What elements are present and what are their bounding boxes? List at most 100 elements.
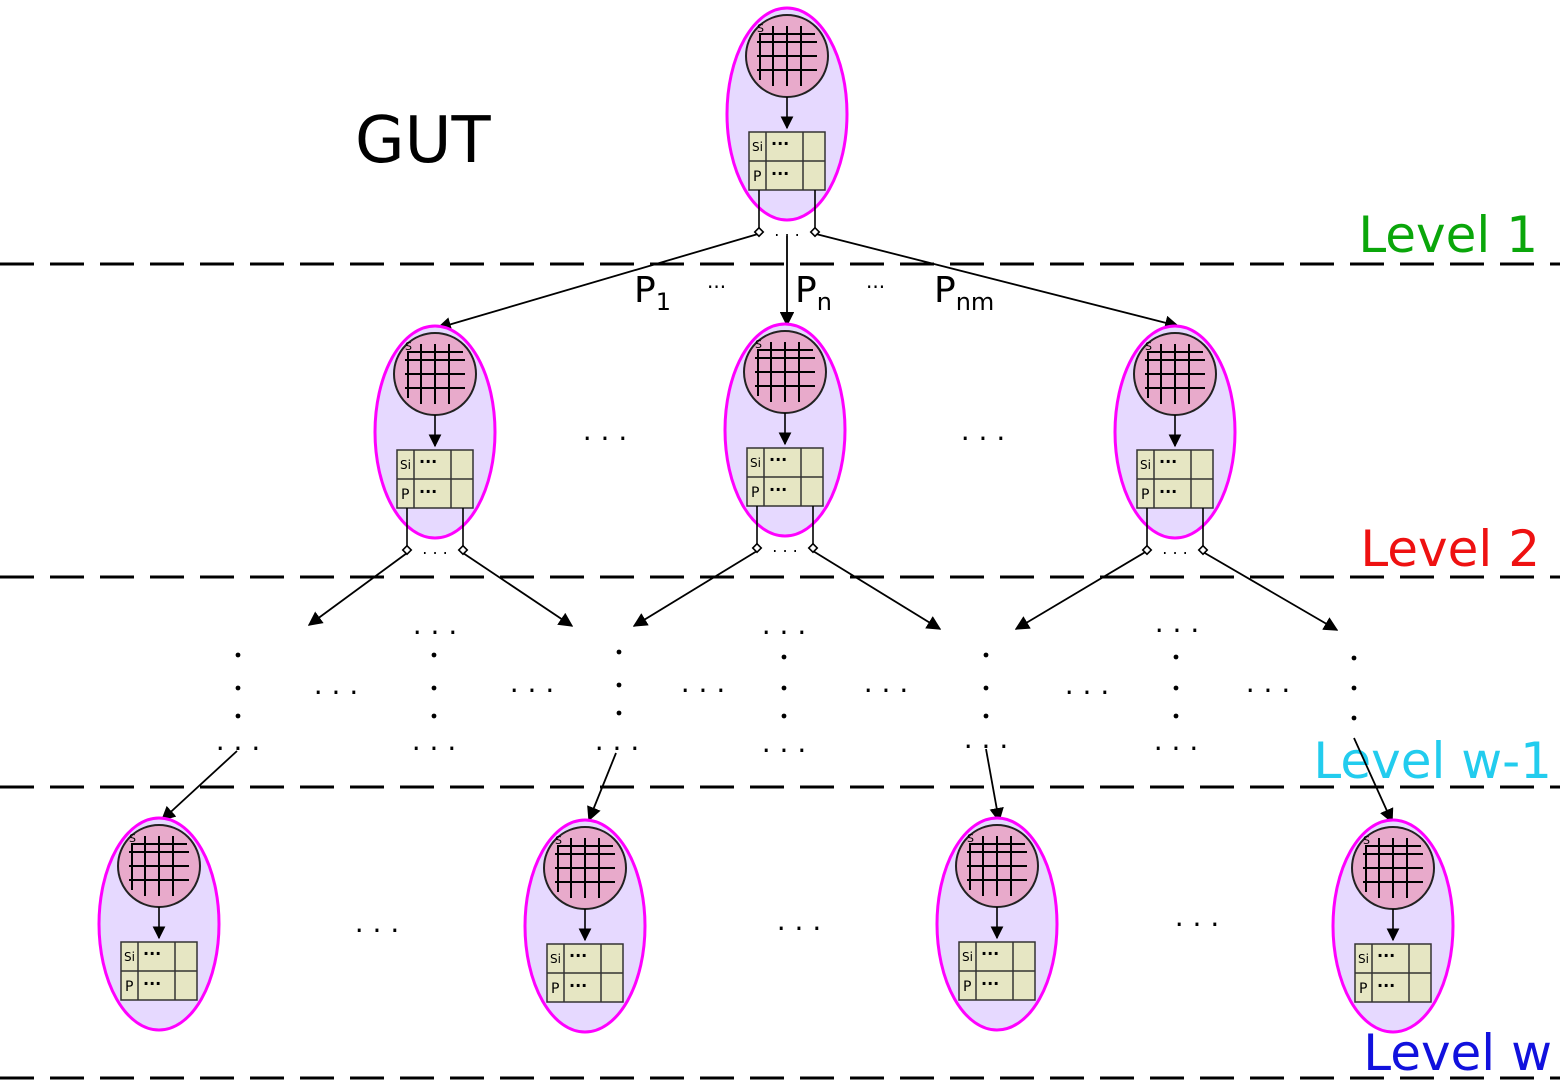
outgoing-connectors [401, 508, 469, 556]
vertical-dot [781, 685, 787, 691]
table-row-p-label: P [551, 981, 559, 997]
edge-label-pnm-base: P [934, 270, 956, 311]
node-layer: S Si P ··· ··· . . . S Si P ··· ··· . . . S Si P ··· ···… [97, 6, 1455, 1034]
state-label: S [129, 832, 136, 845]
state-label: S [405, 340, 412, 353]
state-label: S [555, 834, 562, 847]
vertical-dot [1351, 715, 1357, 721]
state-label: S [1145, 340, 1152, 353]
table-cell-dots: ··· [1377, 946, 1395, 965]
table-cell-dots: ··· [1159, 452, 1177, 471]
state-table: Si P ··· ··· [746, 447, 824, 507]
ellipsis-dots: . . . [216, 724, 261, 757]
level-w-arrows [160, 737, 1394, 824]
table-row-p-label: P [125, 979, 133, 995]
table-row-p-label: P [1141, 487, 1149, 503]
state-label: S [1363, 834, 1370, 847]
vertical-dot [781, 713, 787, 719]
table-cell-dots: ··· [771, 134, 789, 153]
node-root: S Si P ··· ··· . . . [725, 6, 849, 240]
arrow-lw-3 [985, 748, 1004, 823]
ellipsis-dots: . . . [412, 724, 457, 757]
table-row-si-label: Si [1140, 458, 1151, 472]
arrow-l2b-right [812, 550, 942, 630]
vertical-dot [781, 654, 787, 660]
state-label: S [755, 338, 762, 351]
arrow-l2c-right [1202, 551, 1339, 631]
vertical-dot [431, 685, 437, 691]
table-row-si-label: Si [752, 140, 763, 154]
level-2-label: Level 2 [1360, 520, 1540, 578]
grid-icon [129, 836, 189, 896]
state-table: Si P ··· ··· [1136, 449, 1214, 509]
table-row-si-label: Si [400, 458, 411, 472]
table-cell-dots: ··· [769, 480, 787, 499]
grid-icon [555, 838, 615, 898]
ellipsis-dots: . . . [681, 666, 726, 699]
table-cell-dots: ··· [143, 944, 161, 963]
arrow-lw-4 [1353, 737, 1394, 824]
node-lw-1: S Si P ··· ··· [97, 816, 221, 1032]
grid-icon [1363, 838, 1423, 898]
level-2-arrows [307, 550, 1339, 631]
table-cell-dots: ··· [771, 164, 789, 183]
arrow-lw-2 [587, 752, 617, 822]
table-cell-dots: ··· [569, 946, 587, 965]
ellipsis-dots: . . . [1155, 606, 1200, 639]
state-table: Si P ··· ··· [958, 941, 1036, 1001]
ellipsis-dots: . . . [1175, 900, 1220, 933]
node-lw-3: S Si P ··· ··· [935, 816, 1059, 1032]
connector-dots: . . . [1162, 539, 1187, 558]
table-row-p-label: P [1359, 981, 1367, 997]
edge-labels: P1 ··· Pn ··· Pnm [634, 270, 994, 316]
table-row-si-label: Si [750, 456, 761, 470]
diagram-title: GUT [355, 104, 491, 178]
edge-label-p1: P1 [634, 270, 671, 316]
outgoing-connectors [751, 506, 819, 554]
node-lw-4: S Si P ··· ··· [1331, 818, 1455, 1034]
table-row-p-label: P [963, 979, 971, 995]
continuation-ellipses: . . . . . . . . . . . . . . . . . . . . . . . .… [216, 414, 1357, 939]
edge-label-p1-sub: 1 [656, 288, 671, 316]
state-table: Si P ··· ··· [1354, 943, 1432, 1003]
level-dividers [0, 262, 1560, 1080]
ellipsis-dots: . . . [762, 726, 807, 759]
table-row-p-label: P [401, 487, 409, 503]
vertical-dot [1173, 713, 1179, 719]
level-1-arrows [436, 233, 1180, 332]
ellipsis-dots: . . . [1065, 668, 1110, 701]
level-1-label: Level 1 [1358, 206, 1538, 264]
ellipsis-dots: . . . [1246, 666, 1291, 699]
edge-label-pnm-sub: nm [956, 288, 995, 316]
table-cell-dots: ··· [569, 976, 587, 995]
grid-icon [405, 344, 465, 404]
node-l2-center: S Si P ··· ··· . . . [723, 322, 847, 556]
level-w-1-label: Level w-1 [1313, 732, 1552, 790]
node-l2-right: S Si P ··· ··· . . . [1113, 324, 1237, 558]
vertical-dot [1351, 655, 1357, 661]
level-w-label: Level w [1363, 1024, 1552, 1082]
edge-ellipsis-left: ··· [707, 275, 726, 299]
connector-dots: . . . [422, 539, 447, 558]
edge-label-p1-base: P [634, 270, 656, 311]
ellipsis-dots: . . . [314, 668, 359, 701]
ellipsis-dots: . . . [964, 722, 1009, 755]
vertical-dot [1351, 685, 1357, 691]
node-l2-left: S Si P ··· ··· . . . [373, 324, 497, 558]
ellipsis-dots: . . . [777, 904, 822, 937]
vertical-dot [616, 710, 622, 716]
vertical-dot [983, 713, 989, 719]
ellipsis-dots: . . . [595, 724, 640, 757]
table-row-p-label: P [751, 485, 759, 501]
edge-label-pn: Pn [795, 270, 832, 316]
arrow-l2a-right [462, 552, 574, 627]
ellipsis-dots: . . . [583, 414, 628, 447]
table-row-si-label: Si [962, 950, 973, 964]
vertical-dot [235, 652, 241, 658]
arrow-lw-1 [160, 750, 238, 821]
ellipsis-dots: . . . [961, 414, 1006, 447]
state-table: Si P ··· ··· [120, 941, 198, 1001]
grid-icon [1145, 344, 1205, 404]
table-cell-dots: ··· [419, 452, 437, 471]
